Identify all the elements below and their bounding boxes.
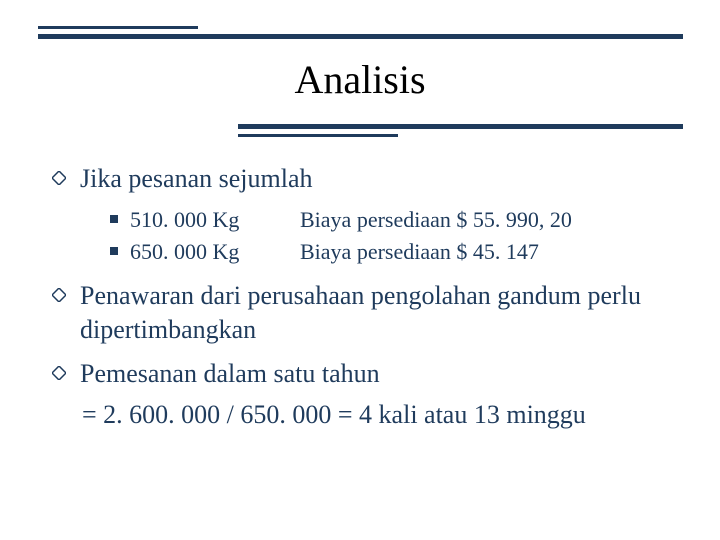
sub-cost: Biaya persediaan $ 45. 147 xyxy=(300,238,539,267)
bullet-text: Penawaran dari perusahaan pengolahan gan… xyxy=(80,279,680,347)
top-rule-short xyxy=(38,26,198,29)
sub-qty: 510. 000 Kg xyxy=(130,206,300,235)
bullet-item: Penawaran dari perusahaan pengolahan gan… xyxy=(52,279,680,347)
sub-cost: Biaya persediaan $ 55. 990, 20 xyxy=(300,206,572,235)
top-rule-long xyxy=(38,34,683,39)
sub-text: 510. 000 Kg Biaya persediaan $ 55. 990, … xyxy=(130,206,572,235)
diamond-icon xyxy=(52,366,66,380)
page-title: Analisis xyxy=(0,56,720,103)
sub-item: 510. 000 Kg Biaya persediaan $ 55. 990, … xyxy=(110,206,680,235)
content-area: Jika pesanan sejumlah 510. 000 Kg Biaya … xyxy=(52,162,680,430)
bullet-item: Jika pesanan sejumlah xyxy=(52,162,680,196)
sub-qty: 650. 000 Kg xyxy=(130,238,300,267)
square-icon xyxy=(110,247,118,255)
bullet-text: Jika pesanan sejumlah xyxy=(80,162,313,196)
mid-rule-short xyxy=(238,134,398,137)
equation-line: = 2. 600. 000 / 650. 000 = 4 kali atau 1… xyxy=(82,400,680,430)
sub-text: 650. 000 Kg Biaya persediaan $ 45. 147 xyxy=(130,238,539,267)
square-icon xyxy=(110,215,118,223)
diamond-icon xyxy=(52,171,66,185)
sub-list: 510. 000 Kg Biaya persediaan $ 55. 990, … xyxy=(110,206,680,267)
sub-item: 650. 000 Kg Biaya persediaan $ 45. 147 xyxy=(110,238,680,267)
mid-rule-long xyxy=(238,124,683,129)
bullet-text: Pemesanan dalam satu tahun xyxy=(80,357,380,391)
bullet-item: Pemesanan dalam satu tahun xyxy=(52,357,680,391)
diamond-icon xyxy=(52,288,66,302)
